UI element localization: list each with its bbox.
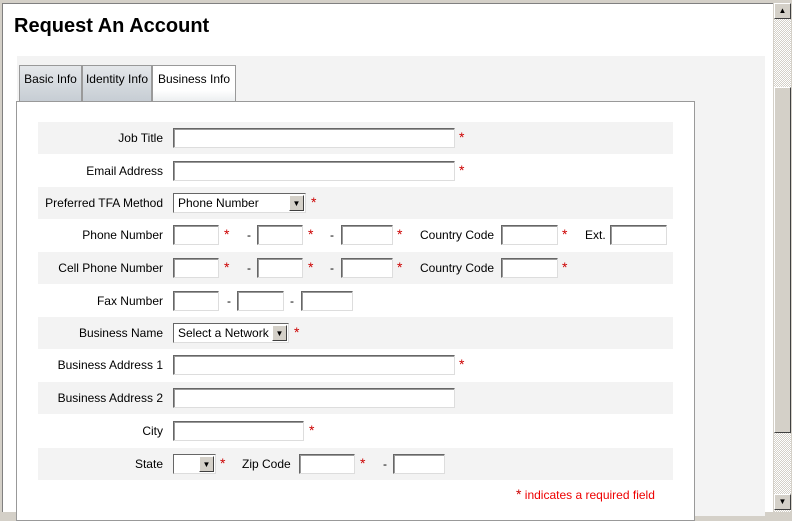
cell-line-input[interactable]	[341, 258, 393, 278]
separator: -	[330, 261, 334, 275]
fax-label: Fax Number	[96, 294, 163, 308]
ext-input[interactable]	[610, 225, 667, 245]
cell-prefix-input[interactable]	[257, 258, 303, 278]
row-cell: Cell Phone Number * - * - * Country Code…	[38, 252, 673, 284]
row-address-2: Business Address 2	[38, 382, 673, 414]
tab-business-info[interactable]: Business Info	[152, 65, 236, 106]
city-label: City	[142, 424, 163, 438]
tfa-value: Phone Number	[178, 196, 259, 210]
phone-area-input[interactable]	[173, 225, 219, 245]
row-job-title: Job Title *	[38, 122, 673, 154]
cell-country-code-input[interactable]	[501, 258, 558, 278]
state-label: State	[134, 457, 163, 471]
required-star: *	[459, 162, 465, 178]
business-name-label: Business Name	[78, 326, 163, 340]
tfa-label: Preferred TFA Method	[45, 196, 163, 210]
cell-area-input[interactable]	[173, 258, 219, 278]
email-label: Email Address	[86, 164, 163, 178]
business-name-select[interactable]: Select a Network ▼	[173, 323, 289, 343]
separator: -	[227, 294, 231, 308]
phone-prefix-input[interactable]	[257, 225, 303, 245]
separator: -	[290, 294, 294, 308]
required-star: *	[562, 226, 568, 242]
job-title-input[interactable]	[173, 128, 455, 148]
city-input[interactable]	[173, 421, 304, 441]
chevron-down-icon[interactable]: ▼	[199, 456, 214, 472]
chevron-down-icon[interactable]: ▼	[272, 325, 287, 341]
required-star: *	[308, 259, 314, 275]
required-star: *	[360, 455, 366, 471]
separator: -	[247, 228, 251, 242]
required-star: *	[311, 194, 317, 210]
tab-identity-info[interactable]: Identity Info	[82, 65, 152, 105]
required-star: *	[309, 422, 315, 438]
phone-line-input[interactable]	[341, 225, 393, 245]
required-star: *	[224, 226, 230, 242]
row-city: City *	[38, 415, 673, 447]
job-title-label: Job Title	[118, 131, 163, 145]
fax-area-input[interactable]	[173, 291, 219, 311]
row-fax: Fax Number - -	[38, 285, 673, 317]
separator: -	[247, 261, 251, 275]
scroll-down-icon[interactable]: ▼	[774, 494, 791, 510]
phone-country-code-input[interactable]	[501, 225, 558, 245]
zip-ext-input[interactable]	[393, 454, 445, 474]
address-2-input[interactable]	[173, 388, 455, 408]
state-select[interactable]: ▼	[173, 454, 216, 474]
required-star: *	[294, 324, 300, 340]
address-2-label: Business Address 2	[57, 391, 163, 405]
required-star: *	[224, 259, 230, 275]
scroll-up-icon[interactable]: ▲	[774, 3, 791, 19]
tfa-select[interactable]: Phone Number ▼	[173, 193, 306, 213]
phone-country-code-label: Country Code	[420, 228, 495, 242]
email-input[interactable]	[173, 161, 455, 181]
required-star: *	[397, 259, 403, 275]
page-title: Request An Account	[14, 15, 210, 37]
address-1-label: Business Address 1	[57, 358, 163, 372]
fax-prefix-input[interactable]	[237, 291, 284, 311]
row-business-name: Business Name Select a Network ▼ *	[38, 317, 673, 349]
separator: -	[330, 228, 334, 242]
tab-basic-info[interactable]: Basic Info	[19, 65, 82, 105]
row-state: State ▼ * Zip Code * -	[38, 448, 673, 480]
business-name-value: Select a Network	[178, 326, 269, 340]
required-star: *	[397, 226, 403, 242]
required-star: *	[220, 455, 226, 471]
cell-country-code-label: Country Code	[420, 261, 495, 275]
required-star: *	[562, 259, 568, 275]
address-1-input[interactable]	[173, 355, 455, 375]
cell-label: Cell Phone Number	[58, 261, 163, 275]
vertical-scrollbar[interactable]: ▲ ▼	[774, 3, 791, 512]
required-note-text: indicates a required field	[524, 488, 655, 502]
row-tfa: Preferred TFA Method Phone Number ▼ *	[38, 187, 673, 219]
required-star: *	[516, 486, 522, 502]
fax-line-input[interactable]	[301, 291, 353, 311]
chevron-down-icon[interactable]: ▼	[289, 195, 304, 211]
zip-label: Zip Code	[242, 457, 291, 471]
required-note: * indicates a required field	[516, 486, 655, 502]
required-star: *	[308, 226, 314, 242]
phone-label: Phone Number	[82, 228, 163, 242]
browser-top-edge	[0, 0, 792, 3]
row-phone: Phone Number * - * - * Country Code * Ex…	[38, 219, 673, 251]
row-email: Email Address *	[38, 155, 673, 187]
zip-input[interactable]	[299, 454, 355, 474]
scrollbar-thumb[interactable]	[774, 87, 791, 433]
ext-label: Ext.	[585, 228, 606, 242]
required-star: *	[459, 129, 465, 145]
required-star: *	[459, 356, 465, 372]
separator: -	[383, 457, 387, 471]
row-address-1: Business Address 1 *	[38, 349, 673, 381]
